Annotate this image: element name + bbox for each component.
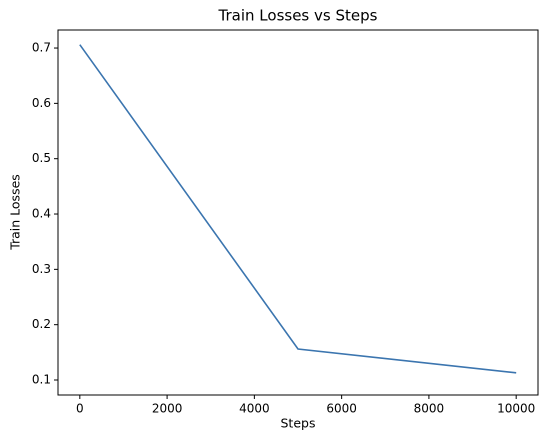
chart-title: Train Losses vs Steps [218, 7, 378, 25]
plot-frame [57, 29, 539, 396]
y-tick-label: 0.4 [32, 207, 51, 221]
x-tick-label: 0 [76, 402, 84, 416]
x-tick-label: 10000 [497, 402, 535, 416]
x-axis-label: Steps [281, 416, 316, 431]
line [79, 44, 517, 374]
x-tick-label: 6000 [326, 402, 357, 416]
y-tick-label: 0.3 [32, 262, 51, 276]
y-tick-label: 0.7 [32, 41, 51, 55]
y-tick-label: 0.5 [32, 151, 51, 165]
y-tick-label: 0.1 [32, 373, 51, 387]
x-tick-label: 4000 [239, 402, 270, 416]
y-tick-label: 0.2 [32, 317, 51, 331]
y-axis-label: Train Losses [8, 174, 23, 251]
x-tick-label: 8000 [414, 402, 445, 416]
y-tick-label: 0.6 [32, 96, 51, 110]
x-tick-label: 2000 [152, 402, 183, 416]
